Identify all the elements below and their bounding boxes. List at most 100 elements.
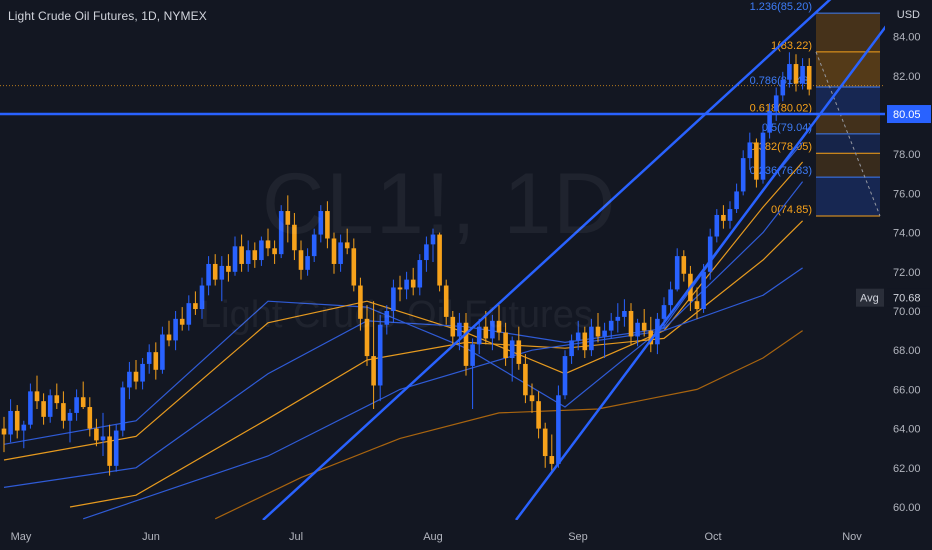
candle-body xyxy=(344,242,350,249)
candle-body xyxy=(529,395,535,402)
candle-body xyxy=(463,322,469,366)
candle-body xyxy=(648,330,654,345)
candle-body xyxy=(760,132,766,180)
candle-body xyxy=(569,340,574,357)
candle-body xyxy=(575,332,581,341)
candle-body xyxy=(54,395,60,404)
fib-zone xyxy=(816,86,880,115)
fib-level-label: 1(83.22) xyxy=(771,40,812,52)
candle-body xyxy=(727,209,733,221)
candle-body xyxy=(410,279,416,288)
candle-body xyxy=(806,66,812,90)
candle-body xyxy=(377,324,383,386)
candle-body xyxy=(232,246,238,272)
candle-body xyxy=(707,236,713,272)
drawn-lines[interactable] xyxy=(0,0,892,521)
time-tick-label: Sep xyxy=(568,531,588,543)
candle-body xyxy=(338,242,343,264)
candle-body xyxy=(371,356,376,386)
fib-zone xyxy=(816,177,880,216)
candle-body xyxy=(239,246,244,264)
candle-body xyxy=(311,234,317,257)
symbol-watermark: CL1!, 1D xyxy=(262,156,618,252)
candle-body xyxy=(206,263,211,286)
candle-body xyxy=(668,289,673,306)
candle-body xyxy=(701,271,706,310)
candle-body xyxy=(608,320,614,331)
candle-body xyxy=(496,320,502,333)
candle-body xyxy=(173,318,178,341)
fib-trend-line xyxy=(815,51,881,217)
candle-body xyxy=(430,234,436,245)
candle-body xyxy=(773,95,779,112)
candle-body xyxy=(146,352,152,364)
chart-title[interactable]: Light Crude Oil Futures, 1D, NYMEX xyxy=(8,9,207,23)
price-tick-label: 74.00 xyxy=(893,228,921,240)
current-level-value: 80.05 xyxy=(893,109,921,121)
time-tick-label: Jun xyxy=(142,531,160,543)
candle-body xyxy=(589,326,594,351)
candle-body xyxy=(556,395,561,464)
candle-body xyxy=(747,142,753,159)
candle-body xyxy=(272,248,277,255)
avg-tag xyxy=(856,288,884,307)
fibonacci-retracement[interactable]: 1.236(85.20)1(83.22)0.786(81.43)0.618(80… xyxy=(750,1,881,217)
candle-body xyxy=(622,311,627,317)
candle-body xyxy=(41,401,46,417)
candle-body xyxy=(476,326,482,345)
price-tick-label: 68.00 xyxy=(893,345,921,357)
candle-body xyxy=(595,326,601,337)
candle-body xyxy=(397,287,403,290)
candle-body xyxy=(100,436,106,441)
candle-body xyxy=(542,428,548,457)
candle-body xyxy=(417,260,423,288)
time-axis[interactable]: May Jun Jul Aug Sep Oct Nov xyxy=(0,520,885,550)
candle-body xyxy=(193,303,198,310)
price-axis[interactable]: 60.00 62.00 64.00 66.00 68.00 70.00 72.00 74.00… xyxy=(856,0,932,550)
candle-body xyxy=(787,64,792,80)
candle-body xyxy=(509,340,515,359)
price-tick-label: 84.00 xyxy=(893,32,921,44)
candle-body xyxy=(8,410,13,435)
candle-body xyxy=(721,214,726,221)
avg-tag-label: Avg xyxy=(860,293,879,305)
price-tick-label: 60.00 xyxy=(893,502,921,514)
candle-body xyxy=(259,240,264,261)
candle-body xyxy=(450,316,456,337)
candle-body xyxy=(298,250,304,270)
candle-body xyxy=(470,344,475,366)
current-level-tag xyxy=(887,105,931,124)
time-tick-label: Jul xyxy=(289,531,303,543)
currency-label[interactable]: USD xyxy=(896,9,920,21)
time-tick-label: Aug xyxy=(423,531,443,543)
candle-body xyxy=(331,238,337,264)
candle-body xyxy=(490,320,495,339)
fib-zone xyxy=(816,133,880,154)
candle-body xyxy=(245,250,251,264)
fib-level-label: 1.236(85.20) xyxy=(750,1,812,13)
candle-body xyxy=(212,263,218,280)
candle-body xyxy=(767,111,772,133)
candle-body xyxy=(549,456,555,464)
candle-body xyxy=(186,303,192,325)
fib-zone xyxy=(816,114,880,134)
fib-zone xyxy=(816,51,880,87)
candle-body xyxy=(694,301,700,310)
candle-body xyxy=(793,64,799,84)
price-tick-label: 62.00 xyxy=(893,463,921,475)
candle-body xyxy=(67,412,73,421)
time-tick-label: Oct xyxy=(704,531,721,543)
candle-body xyxy=(34,391,40,402)
candle-body xyxy=(47,395,53,417)
fib-zone xyxy=(816,153,880,178)
candle-body xyxy=(265,240,271,249)
candle-body xyxy=(28,391,33,425)
price-tick-label: 70.00 xyxy=(893,306,921,318)
price-tick-label: 72.00 xyxy=(893,267,921,279)
candle-body xyxy=(674,256,680,290)
price-tick-label: 78.00 xyxy=(893,149,921,161)
candle-body xyxy=(318,211,324,235)
candle-body xyxy=(536,401,541,429)
candle-body xyxy=(800,66,805,84)
